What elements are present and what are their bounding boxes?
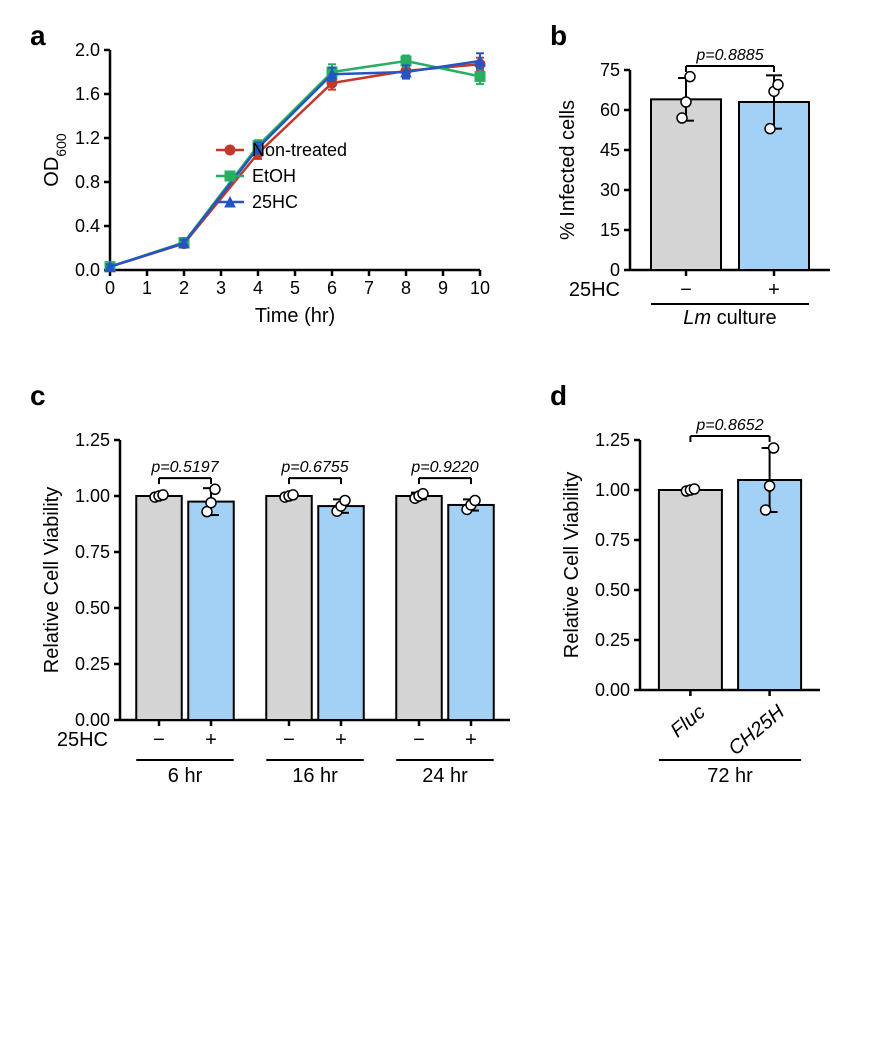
chart-a: 0.0 0.4 0.8 1.2 1.6 2.0 0 1 2 3 4 5 6 7 8 9 10 OD600 Time … <box>30 30 500 330</box>
svg-text:0.4: 0.4 <box>75 216 100 236</box>
svg-text:p=0.8885: p=0.8885 <box>695 47 763 64</box>
svg-text:75: 75 <box>600 60 620 80</box>
svg-text:−: − <box>283 729 295 751</box>
svg-text:+: + <box>465 729 477 751</box>
svg-text:25HC: 25HC <box>252 192 298 212</box>
svg-text:6 hr: 6 hr <box>168 765 203 787</box>
svg-text:Relative Cell Viability: Relative Cell Viability <box>41 487 63 673</box>
svg-text:1: 1 <box>142 278 152 298</box>
svg-text:p=0.5197: p=0.5197 <box>150 459 219 476</box>
svg-text:3: 3 <box>216 278 226 298</box>
svg-text:p=0.6755: p=0.6755 <box>280 459 348 476</box>
chart-d: 0.00 0.25 0.50 0.75 1.00 1.25 Relative Cell Vi… <box>550 390 850 820</box>
svg-text:25HC: 25HC <box>569 279 620 301</box>
svg-text:Fluc: Fluc <box>667 701 710 742</box>
svg-text:60: 60 <box>600 100 620 120</box>
svg-text:8: 8 <box>401 278 411 298</box>
svg-text:15: 15 <box>600 220 620 240</box>
svg-text:30: 30 <box>600 180 620 200</box>
svg-text:Non-treated: Non-treated <box>252 140 347 160</box>
svg-text:10: 10 <box>470 278 490 298</box>
svg-text:2.0: 2.0 <box>75 40 100 60</box>
svg-text:EtOH: EtOH <box>252 166 296 186</box>
svg-text:45: 45 <box>600 140 620 160</box>
svg-text:6: 6 <box>327 278 337 298</box>
svg-text:p=0.9220: p=0.9220 <box>410 459 478 476</box>
panel-c-label: c <box>30 380 46 412</box>
svg-text:1.00: 1.00 <box>595 480 630 500</box>
svg-text:1.00: 1.00 <box>75 486 110 506</box>
svg-text:Relative Cell Viability: Relative Cell Viability <box>561 472 583 658</box>
svg-text:9: 9 <box>438 278 448 298</box>
chart-b: 0 15 30 45 60 75 % Infected cells − + p=0.8885 25H… <box>550 30 850 350</box>
svg-text:1.25: 1.25 <box>595 430 630 450</box>
svg-text:25HC: 25HC <box>57 729 108 751</box>
svg-text:0.8: 0.8 <box>75 172 100 192</box>
svg-text:−: − <box>153 729 165 751</box>
panel-b: b 01530456075% Infected cells−+p=0.88852… <box>550 30 870 350</box>
svg-text:−: − <box>413 729 425 751</box>
svg-text:−: − <box>680 279 692 301</box>
svg-text:0.75: 0.75 <box>595 530 630 550</box>
svg-text:16 hr: 16 hr <box>292 765 338 787</box>
svg-text:0.25: 0.25 <box>75 654 110 674</box>
svg-text:CH25H: CH25H <box>724 701 789 760</box>
panel-c: c 0.000.250.500.751.001.25Relative Cell … <box>30 390 530 820</box>
panel-a-label: a <box>30 20 46 52</box>
svg-text:1.6: 1.6 <box>75 84 100 104</box>
svg-text:7: 7 <box>364 278 374 298</box>
svg-text:+: + <box>768 279 780 301</box>
svg-text:0.00: 0.00 <box>75 710 110 730</box>
panel-d-label: d <box>550 380 567 412</box>
svg-text:+: + <box>335 729 347 751</box>
svg-text:0.75: 0.75 <box>75 542 110 562</box>
svg-text:OD600: OD600 <box>41 133 69 187</box>
figure-grid: a 0.00.40.81.21.62.0012345678910OD600Tim… <box>30 30 848 820</box>
svg-text:5: 5 <box>290 278 300 298</box>
svg-text:+: + <box>205 729 217 751</box>
svg-text:1.2: 1.2 <box>75 128 100 148</box>
svg-text:72 hr: 72 hr <box>707 765 753 787</box>
svg-text:0.50: 0.50 <box>75 598 110 618</box>
svg-text:0: 0 <box>105 278 115 298</box>
svg-text:1.25: 1.25 <box>75 430 110 450</box>
svg-text:24 hr: 24 hr <box>422 765 468 787</box>
svg-text:2: 2 <box>179 278 189 298</box>
svg-text:Lm culture: Lm culture <box>683 307 776 329</box>
panel-d: d 0.000.250.500.751.001.25Relative Cell … <box>550 390 870 820</box>
panel-b-label: b <box>550 20 567 52</box>
panel-a: a 0.00.40.81.21.62.0012345678910OD600Tim… <box>30 30 530 350</box>
svg-text:p=0.8652: p=0.8652 <box>695 417 763 434</box>
svg-text:0.00: 0.00 <box>595 680 630 700</box>
svg-text:0.25: 0.25 <box>595 630 630 650</box>
svg-text:% Infected cells: % Infected cells <box>557 100 579 240</box>
svg-text:Time (hr): Time (hr) <box>255 305 335 327</box>
svg-text:0: 0 <box>610 260 620 280</box>
chart-c: 0.00 0.25 0.50 0.75 1.00 1.25 Relative Cell Vi… <box>30 390 520 820</box>
svg-text:0.0: 0.0 <box>75 260 100 280</box>
svg-text:0.50: 0.50 <box>595 580 630 600</box>
svg-text:4: 4 <box>253 278 263 298</box>
